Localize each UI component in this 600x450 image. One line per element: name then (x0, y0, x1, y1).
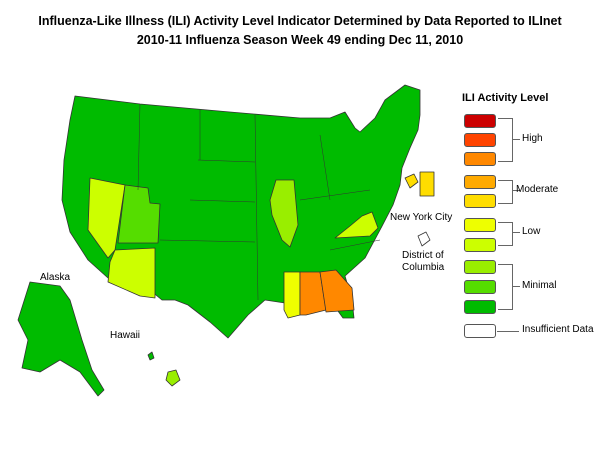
legend-bracket-low (498, 222, 513, 246)
state-alaska (17, 281, 105, 397)
state-virginia (334, 211, 379, 239)
legend-label-low: Low (522, 226, 541, 237)
state-illinois (269, 179, 299, 248)
state-nevada (87, 177, 126, 259)
dc-inset (417, 231, 431, 247)
legend-swatch-1 (464, 300, 496, 314)
legend-label-high: High (522, 133, 543, 144)
legend-tick-insufficient (497, 331, 519, 332)
map-title: Influenza-Like Illness (ILI) Activity Le… (38, 14, 562, 28)
legend-tick-high (512, 139, 520, 140)
label-nyc: New York City (390, 212, 453, 223)
legend-label-moderate: Moderate (516, 184, 559, 195)
state-hawaii (147, 351, 155, 361)
state-utah (117, 184, 161, 244)
legend-swatch-8 (464, 152, 496, 166)
legend-swatch-5 (464, 218, 496, 232)
label-hawaii: Hawaii (110, 330, 141, 341)
legend-swatch-10 (464, 114, 496, 128)
state-alabama (299, 271, 327, 316)
legend-bracket-moderate (498, 180, 513, 204)
legend-tick-low (512, 232, 520, 233)
label-dc-2: Columbia (402, 262, 445, 273)
state-mississippi (283, 271, 301, 319)
legend-tick-minimal (512, 286, 520, 287)
legend-label-minimal: Minimal (522, 280, 557, 291)
legend-swatch-insufficient (464, 324, 496, 338)
legend-tick-moderate (512, 190, 520, 191)
legend-title: ILI Activity Level (462, 92, 549, 104)
legend-swatch-4 (464, 238, 496, 252)
state-arizona (107, 247, 156, 299)
state-georgia (319, 269, 355, 313)
map-subtitle: 2010-11 Influenza Season Week 49 ending … (136, 33, 464, 47)
label-alaska: Alaska (40, 272, 71, 283)
legend-swatch-9 (464, 133, 496, 147)
state-hawaii-big (165, 369, 181, 387)
legend-swatch-7 (464, 175, 496, 189)
state-connecticut (404, 173, 419, 189)
legend-label-insufficient: Insufficient Data (522, 324, 594, 335)
label-dc-1: District of (402, 250, 444, 261)
legend-bracket-high (498, 118, 513, 162)
legend-swatch-2 (464, 280, 496, 294)
legend-swatch-3 (464, 260, 496, 274)
nyc-inset (419, 171, 435, 197)
legend-bracket-minimal (498, 264, 513, 310)
legend-swatch-6 (464, 194, 496, 208)
